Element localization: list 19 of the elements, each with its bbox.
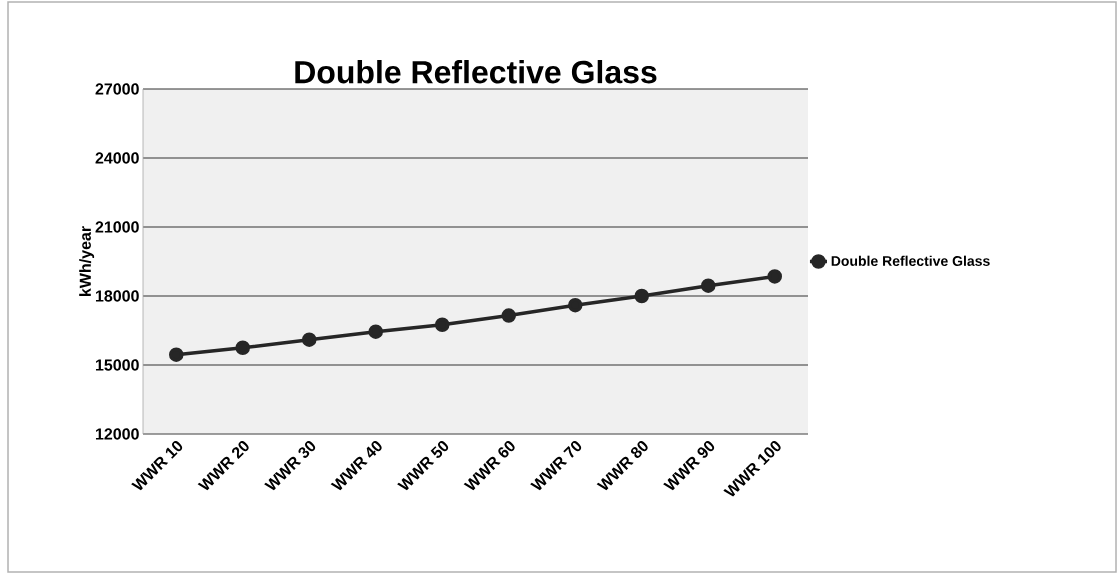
point — [767, 269, 782, 284]
y-tick-label: 15000 — [95, 359, 139, 371]
point — [235, 340, 251, 355]
legend-label: Double Reflective Glass — [831, 255, 990, 266]
y-tick-label: 21000 — [95, 221, 139, 233]
point — [169, 347, 184, 362]
y-tick-label: 24000 — [95, 152, 139, 164]
y-tick-label: 18000 — [95, 290, 139, 302]
y-tick-label: 27000 — [95, 83, 139, 95]
y-tick-label: 12000 — [95, 428, 139, 440]
point — [368, 324, 384, 339]
point — [501, 308, 517, 323]
y-axis-title: kWh/year — [79, 226, 95, 296]
point — [701, 278, 716, 293]
point — [302, 332, 317, 347]
point — [568, 297, 583, 313]
point — [435, 317, 450, 332]
chart-title: Double Reflective Glass — [295, 59, 657, 84]
point — [634, 288, 649, 304]
